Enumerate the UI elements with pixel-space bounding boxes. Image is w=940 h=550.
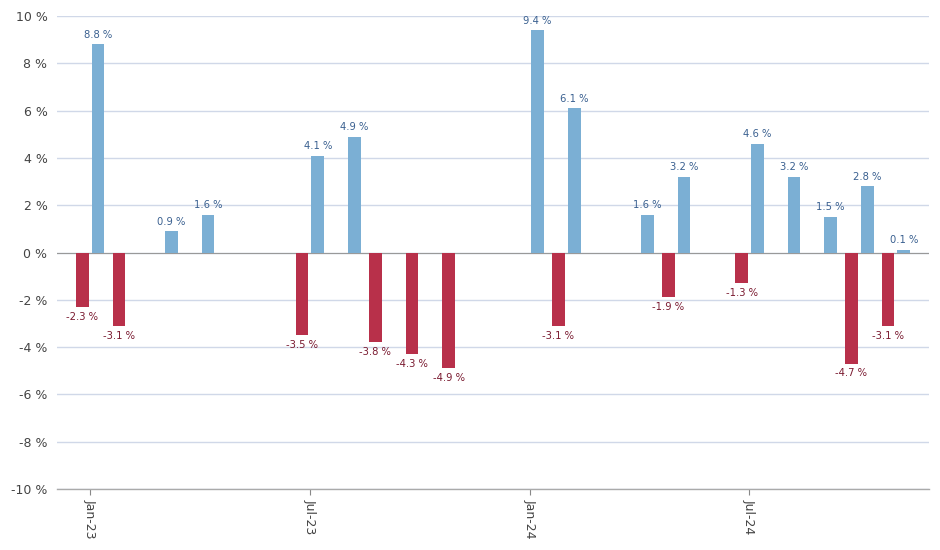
Bar — [641, 214, 654, 252]
Bar — [882, 252, 895, 326]
Bar — [76, 252, 88, 307]
Bar — [442, 252, 455, 368]
Bar — [662, 252, 675, 298]
Bar — [568, 108, 581, 252]
Text: 4.1 %: 4.1 % — [304, 141, 332, 151]
Bar — [735, 252, 748, 283]
Text: 2.8 %: 2.8 % — [853, 172, 882, 182]
Bar — [296, 252, 308, 336]
Text: 4.6 %: 4.6 % — [744, 129, 772, 139]
Bar — [201, 214, 214, 252]
Text: 1.5 %: 1.5 % — [816, 202, 845, 212]
Bar — [824, 217, 837, 252]
Bar — [861, 186, 873, 252]
Bar — [311, 156, 324, 252]
Bar — [751, 144, 763, 252]
Text: 1.6 %: 1.6 % — [194, 200, 222, 210]
Bar — [845, 252, 858, 364]
Text: -4.3 %: -4.3 % — [396, 359, 428, 369]
Text: -3.1 %: -3.1 % — [872, 331, 904, 340]
Text: -4.7 %: -4.7 % — [836, 368, 868, 378]
Text: 6.1 %: 6.1 % — [560, 94, 588, 103]
Text: -2.3 %: -2.3 % — [67, 312, 99, 322]
Bar — [788, 177, 800, 252]
Text: 3.2 %: 3.2 % — [670, 162, 698, 172]
Bar — [898, 250, 910, 252]
Text: 8.8 %: 8.8 % — [84, 30, 112, 40]
Text: 1.6 %: 1.6 % — [634, 200, 662, 210]
Bar — [113, 252, 125, 326]
Text: -4.9 %: -4.9 % — [432, 373, 464, 383]
Text: -1.9 %: -1.9 % — [652, 302, 684, 312]
Text: 0.1 %: 0.1 % — [889, 235, 918, 245]
Bar — [678, 177, 691, 252]
Bar — [531, 30, 544, 252]
Text: -3.1 %: -3.1 % — [542, 331, 574, 340]
Bar — [368, 252, 382, 343]
Bar — [348, 137, 361, 252]
Text: -1.3 %: -1.3 % — [726, 288, 758, 298]
Bar — [164, 231, 178, 252]
Text: -3.1 %: -3.1 % — [102, 331, 135, 340]
Bar — [405, 252, 418, 354]
Text: 9.4 %: 9.4 % — [524, 15, 552, 25]
Bar — [552, 252, 565, 326]
Text: -3.8 %: -3.8 % — [359, 347, 391, 357]
Text: 0.9 %: 0.9 % — [157, 217, 185, 227]
Text: 4.9 %: 4.9 % — [340, 122, 368, 132]
Text: -3.5 %: -3.5 % — [286, 340, 318, 350]
Text: 3.2 %: 3.2 % — [780, 162, 808, 172]
Bar — [91, 45, 104, 252]
